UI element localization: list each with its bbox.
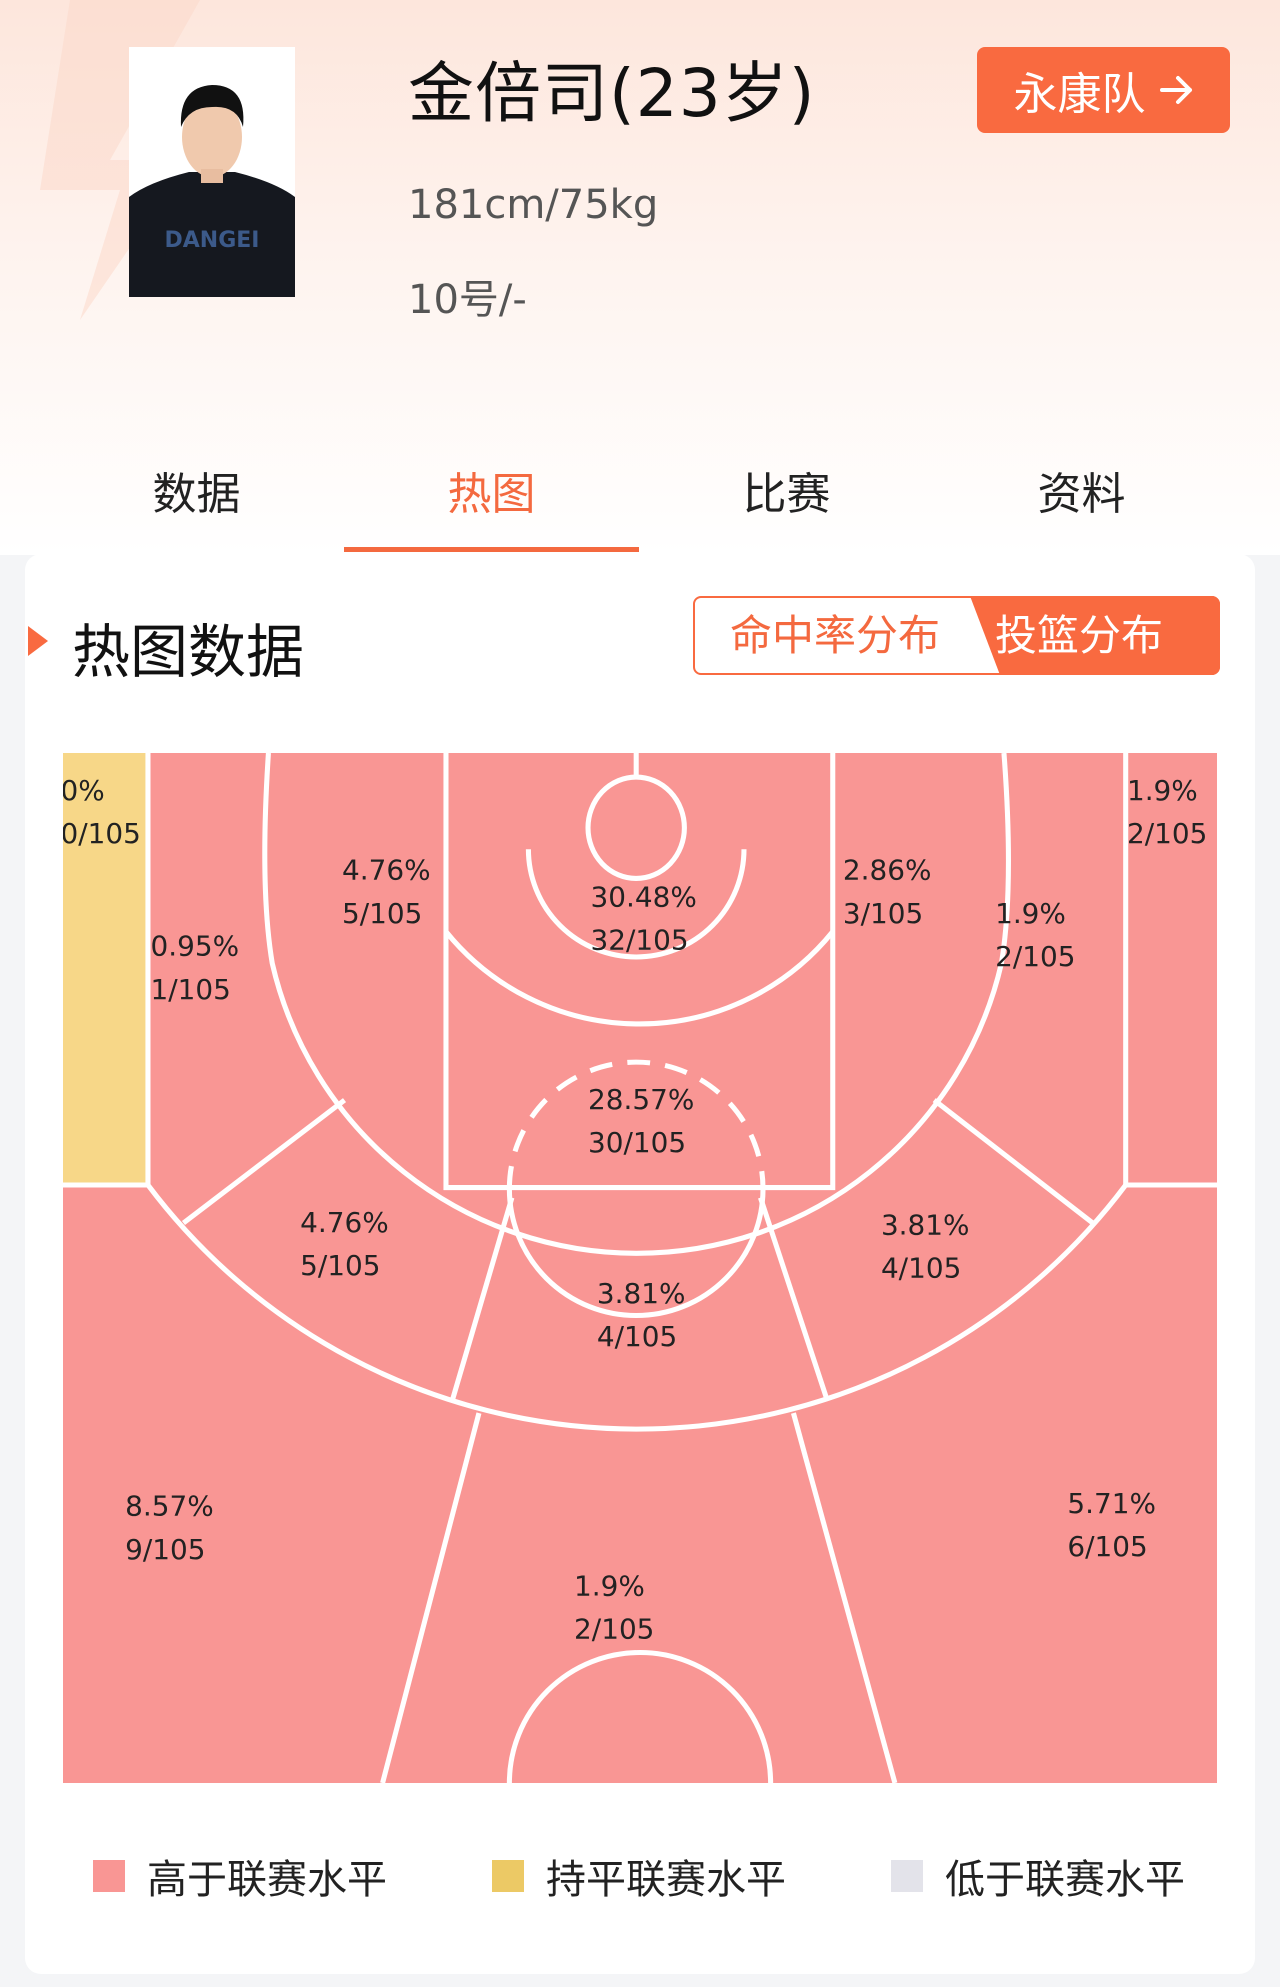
- section-marker-icon: [28, 626, 48, 656]
- toggle-shot-distribution[interactable]: 投篮分布: [970, 596, 1220, 675]
- arrow-right-icon: [1159, 76, 1192, 104]
- zone-count-label: 5/105: [300, 1249, 380, 1282]
- legend-label: 高于联赛水平: [147, 1857, 387, 1903]
- legend-above: 高于联赛水平: [93, 1851, 387, 1903]
- shot-heatmap-court: 0% 0/105 0.95% 1/105 4.76% 5/105 30.48% 32/105 2…: [63, 753, 1217, 1783]
- zone-count-label: 32/105: [591, 923, 689, 956]
- tab-profile[interactable]: 资料: [1037, 469, 1126, 520]
- zone-count-label: 2/105: [1127, 817, 1207, 850]
- zone-percent-label: 2.86%: [843, 854, 932, 887]
- legend-swatch-above: [93, 1860, 125, 1892]
- legend-below: 低于联赛水平: [891, 1851, 1185, 1903]
- toggle-right-label: 投篮分布: [995, 611, 1164, 660]
- zone-right-corner-3: [1125, 753, 1217, 1186]
- zone-count-label: 30/105: [588, 1126, 686, 1159]
- distribution-toggle: 命中率分布 投篮分布: [693, 596, 1220, 675]
- zone-count-label: 1/105: [151, 973, 231, 1006]
- zone-percent-label: 30.48%: [591, 880, 697, 913]
- team-name: 永康队: [1013, 69, 1146, 120]
- player-name: 金倍司(23岁): [408, 55, 816, 132]
- tab-data[interactable]: 数据: [152, 469, 241, 520]
- zone-percent-label: 5.71%: [1067, 1487, 1156, 1520]
- zone-count-label: 3/105: [843, 897, 923, 930]
- zone-percent-label: 1.9%: [995, 897, 1066, 930]
- zone-count-label: 6/105: [1067, 1530, 1147, 1563]
- zone-percent-label: 28.57%: [588, 1083, 694, 1116]
- zone-percent-label: 3.81%: [881, 1208, 970, 1241]
- legend-label: 持平联赛水平: [546, 1857, 786, 1903]
- zone-percent-label: 0%: [63, 774, 105, 807]
- zone-percent-label: 8.57%: [125, 1490, 214, 1523]
- zone-count-label: 5/105: [342, 897, 422, 930]
- zone-count-label: 2/105: [995, 940, 1075, 973]
- lightning-decoration-icon: [40, 0, 200, 320]
- tab-heatmap[interactable]: 热图: [344, 440, 639, 552]
- zone-percent-label: 4.76%: [300, 1206, 389, 1239]
- player-header: DANGEI 金倍司(23岁) 181cm/75kg 10号/- 永康队 数据 …: [0, 0, 1280, 555]
- zone-percent-label: 1.9%: [574, 1570, 645, 1603]
- legend-swatch-below: [891, 1860, 923, 1892]
- tab-bar: 数据 热图 比赛 资料: [49, 440, 1229, 555]
- zone-left-corner-3: [63, 753, 148, 1186]
- svg-text:DANGEI: DANGEI: [165, 228, 260, 253]
- player-height-weight: 181cm/75kg: [408, 182, 659, 228]
- legend-label: 低于联赛水平: [945, 1857, 1185, 1903]
- zone-count-label: 4/105: [597, 1320, 677, 1353]
- zone-percent-label: 3.81%: [597, 1277, 686, 1310]
- legend-swatch-par: [492, 1860, 524, 1892]
- court-background: [63, 753, 1217, 1783]
- zone-percent-label: 1.9%: [1127, 774, 1198, 807]
- zone-percent-label: 4.76%: [342, 854, 431, 887]
- court-lines: [63, 753, 1217, 1783]
- toggle-left-label: 命中率分布: [730, 611, 941, 660]
- zone-percent-label: 0.95%: [151, 930, 240, 963]
- section-title: 热图数据: [72, 618, 305, 686]
- zone-count-label: 2/105: [574, 1613, 654, 1646]
- player-photo: DANGEI: [129, 47, 295, 297]
- zone-count-label: 9/105: [125, 1533, 205, 1566]
- player-number-position: 10号/-: [408, 277, 527, 323]
- zone-count-label: 0/105: [63, 817, 141, 850]
- team-button[interactable]: 永康队: [977, 47, 1230, 133]
- zone-count-label: 4/105: [881, 1252, 961, 1285]
- tab-games[interactable]: 比赛: [742, 469, 831, 520]
- legend-par: 持平联赛水平: [492, 1851, 786, 1903]
